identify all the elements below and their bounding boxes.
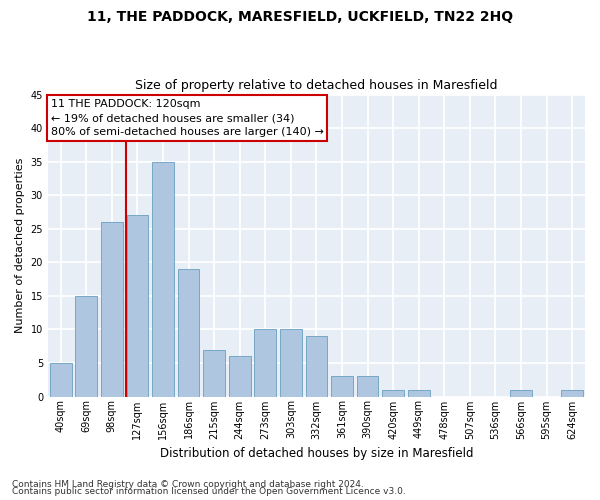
Bar bbox=[152, 162, 174, 396]
Title: Size of property relative to detached houses in Maresfield: Size of property relative to detached ho… bbox=[135, 79, 498, 92]
X-axis label: Distribution of detached houses by size in Maresfield: Distribution of detached houses by size … bbox=[160, 447, 473, 460]
Bar bbox=[254, 330, 276, 396]
Bar bbox=[101, 222, 123, 396]
Text: 11, THE PADDOCK, MARESFIELD, UCKFIELD, TN22 2HQ: 11, THE PADDOCK, MARESFIELD, UCKFIELD, T… bbox=[87, 10, 513, 24]
Bar bbox=[76, 296, 97, 396]
Bar bbox=[382, 390, 404, 396]
Bar bbox=[127, 216, 148, 396]
Bar bbox=[562, 390, 583, 396]
Bar bbox=[331, 376, 353, 396]
Bar bbox=[408, 390, 430, 396]
Text: Contains HM Land Registry data © Crown copyright and database right 2024.: Contains HM Land Registry data © Crown c… bbox=[12, 480, 364, 489]
Bar bbox=[510, 390, 532, 396]
Bar bbox=[280, 330, 302, 396]
Bar bbox=[357, 376, 379, 396]
Bar bbox=[229, 356, 251, 397]
Bar bbox=[50, 363, 71, 396]
Text: 11 THE PADDOCK: 120sqm
← 19% of detached houses are smaller (34)
80% of semi-det: 11 THE PADDOCK: 120sqm ← 19% of detached… bbox=[50, 99, 323, 137]
Bar bbox=[178, 269, 199, 396]
Bar bbox=[203, 350, 225, 397]
Text: Contains public sector information licensed under the Open Government Licence v3: Contains public sector information licen… bbox=[12, 488, 406, 496]
Bar bbox=[305, 336, 328, 396]
Y-axis label: Number of detached properties: Number of detached properties bbox=[15, 158, 25, 333]
